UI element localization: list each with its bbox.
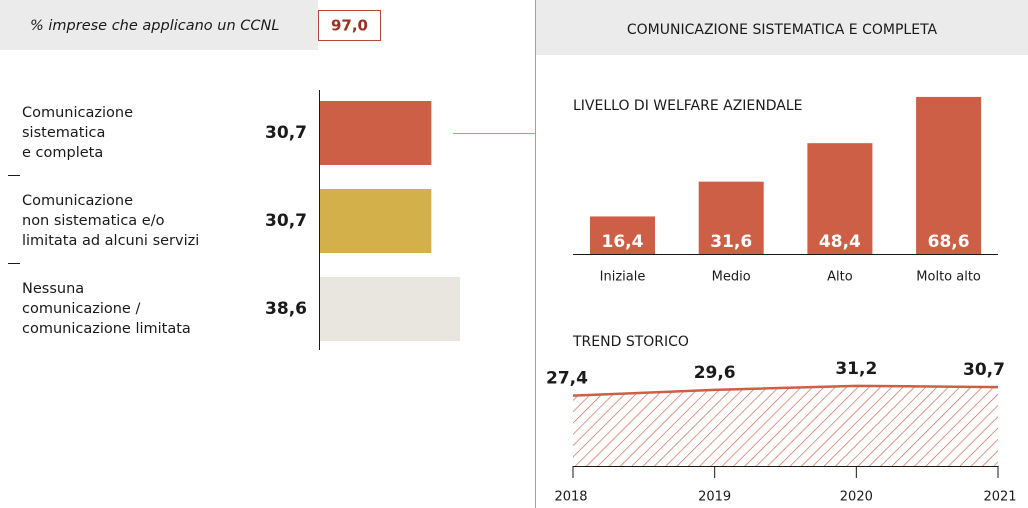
bar: [320, 277, 460, 341]
header-box: [0, 0, 318, 50]
header-value: 97,0: [331, 17, 368, 35]
bar: [590, 216, 655, 254]
value-label: 27,4: [546, 369, 588, 389]
chart-title: TREND STORICO: [572, 334, 689, 350]
area: [573, 385, 998, 466]
bar: [916, 96, 982, 254]
panel-title: COMUNICAZIONE SISTEMATICA E COMPLETA: [627, 22, 938, 38]
value-label: 31,6: [710, 232, 752, 252]
category-label: Nessuna comunicazione / comunicazione li…: [22, 281, 191, 337]
header-value-box: [318, 10, 381, 41]
category-label: Comunicazione non sistematica e/o limita…: [22, 193, 200, 249]
x-tick-label: 2018: [554, 490, 587, 505]
x-tick-label: Medio: [712, 270, 751, 285]
x-tick-label: Alto: [827, 270, 853, 285]
x-tick-label: 2019: [698, 490, 731, 505]
header-label: % imprese che applicano un CCNL: [30, 18, 279, 34]
bar: [320, 189, 432, 253]
value-label: 31,2: [835, 359, 877, 379]
x-tick-label: 2021: [983, 490, 1016, 505]
line: [572, 384, 999, 397]
bar: [698, 181, 764, 254]
value-label: 30,7: [265, 211, 307, 231]
x-tick-label: 2020: [840, 490, 873, 505]
panel-header: [536, 0, 1028, 55]
value-label: 38,6: [265, 299, 307, 319]
x-tick-label: Iniziale: [600, 270, 646, 285]
value-label: 48,4: [819, 232, 861, 252]
value-label: 68,6: [928, 232, 970, 252]
value-label: 30,7: [963, 360, 1005, 380]
bar: [807, 143, 873, 254]
value-label: 30,7: [265, 123, 307, 143]
value-label: 29,6: [694, 363, 736, 383]
x-tick-label: Molto alto: [916, 270, 981, 285]
bar: [320, 101, 432, 165]
value-label: 16,4: [602, 232, 644, 252]
chart-title: LIVELLO DI WELFARE AZIENDALE: [573, 98, 803, 114]
category-label: Comunicazione sistematica e completa: [22, 105, 134, 161]
